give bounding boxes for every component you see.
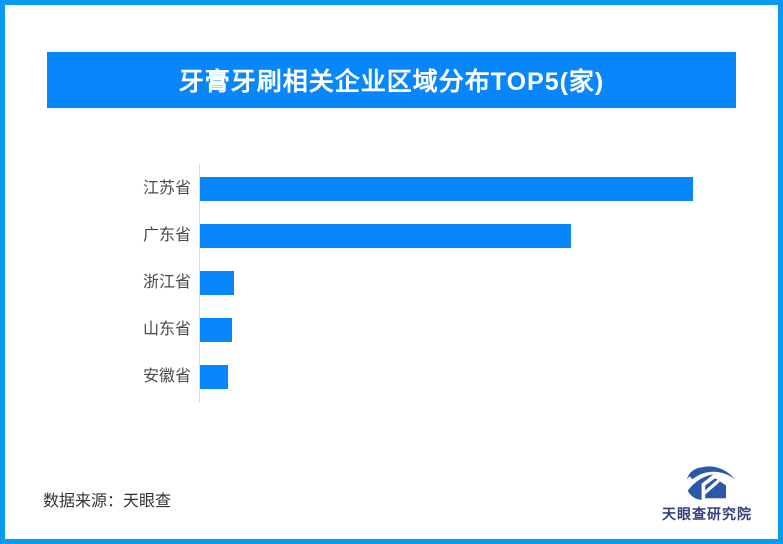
bar-广东省 [200, 224, 571, 248]
chart-row: 广东省 [0, 224, 783, 248]
category-label: 江苏省 [142, 180, 191, 197]
category-label: 浙江省 [142, 274, 191, 291]
chart-row: 浙江省 [0, 271, 783, 295]
chart-row: 江苏省 [0, 177, 783, 201]
category-label: 安徽省 [142, 368, 191, 385]
y-axis-line [199, 164, 200, 402]
bar-山东省 [200, 318, 232, 342]
title-banner: 牙膏牙刷相关企业区域分布TOP5(家) [47, 52, 736, 108]
chart-row: 山东省 [0, 318, 783, 342]
category-label: 广东省 [142, 227, 191, 244]
page-title: 牙膏牙刷相关企业区域分布TOP5(家) [178, 68, 605, 96]
tianyancha-logo: 天眼查研究院 [648, 460, 766, 524]
category-label: 山东省 [142, 321, 191, 338]
data-source-note: 数据来源：天眼查 [43, 493, 172, 510]
bar-安徽省 [200, 365, 228, 389]
logo-text: 天眼查研究院 [662, 506, 752, 522]
bar-江苏省 [200, 177, 693, 201]
bar-浙江省 [200, 271, 234, 295]
chart-row: 安徽省 [0, 365, 783, 389]
tianyancha-eye-house-icon [680, 466, 736, 501]
